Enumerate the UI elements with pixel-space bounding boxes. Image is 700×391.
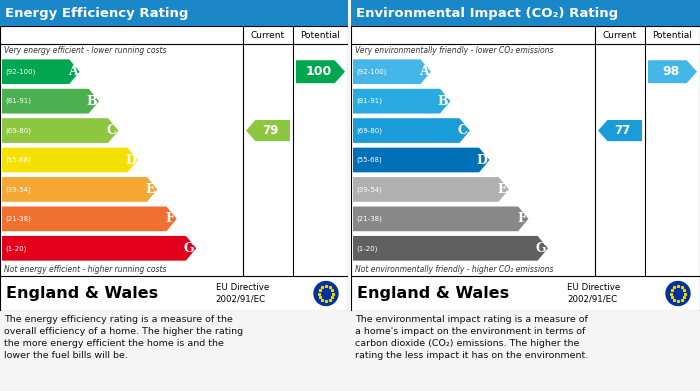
Polygon shape [648, 60, 697, 83]
Text: EU Directive
2002/91/EC: EU Directive 2002/91/EC [568, 283, 621, 304]
Text: Very environmentally friendly - lower CO₂ emissions: Very environmentally friendly - lower CO… [355, 46, 554, 55]
Text: E: E [146, 183, 155, 196]
Text: B: B [86, 95, 97, 108]
Polygon shape [2, 148, 138, 172]
Text: 79: 79 [262, 124, 279, 137]
Text: D: D [477, 154, 487, 167]
Polygon shape [296, 60, 345, 83]
Polygon shape [2, 89, 99, 113]
Polygon shape [2, 206, 177, 231]
Text: B: B [438, 95, 449, 108]
Text: 100: 100 [306, 65, 332, 78]
Text: (69-80): (69-80) [356, 127, 382, 134]
Text: Potential: Potential [300, 30, 340, 39]
Polygon shape [2, 59, 80, 84]
Text: Very energy efficient - lower running costs: Very energy efficient - lower running co… [4, 46, 167, 55]
Text: Environmental Impact (CO₂) Rating: Environmental Impact (CO₂) Rating [356, 7, 618, 20]
Polygon shape [2, 118, 118, 143]
Circle shape [314, 282, 338, 305]
Text: Potential: Potential [652, 30, 692, 39]
Text: E: E [498, 183, 507, 196]
Text: Energy Efficiency Rating: Energy Efficiency Rating [5, 7, 188, 20]
Polygon shape [2, 177, 158, 202]
Polygon shape [2, 236, 196, 261]
Text: The environmental impact rating is a measure of
a home's impact on the environme: The environmental impact rating is a mea… [355, 315, 588, 361]
Text: (1-20): (1-20) [5, 245, 27, 251]
Text: Not energy efficient - higher running costs: Not energy efficient - higher running co… [4, 265, 167, 274]
Text: (81-91): (81-91) [5, 98, 31, 104]
Polygon shape [353, 206, 528, 231]
Text: C: C [458, 124, 468, 137]
Text: The energy efficiency rating is a measure of the
overall efficiency of a home. T: The energy efficiency rating is a measur… [4, 315, 243, 361]
Polygon shape [353, 59, 430, 84]
Text: England & Wales: England & Wales [357, 286, 509, 301]
Text: (55-68): (55-68) [5, 157, 31, 163]
Polygon shape [353, 236, 548, 261]
Text: (92-100): (92-100) [356, 68, 386, 75]
Text: (39-54): (39-54) [356, 186, 382, 193]
Polygon shape [353, 118, 470, 143]
Text: (69-80): (69-80) [5, 127, 31, 134]
Text: F: F [166, 212, 175, 225]
Text: 98: 98 [662, 65, 680, 78]
Text: (21-38): (21-38) [356, 215, 382, 222]
Text: A: A [419, 65, 429, 78]
Text: Current: Current [603, 30, 637, 39]
Text: England & Wales: England & Wales [6, 286, 158, 301]
Text: (39-54): (39-54) [5, 186, 31, 193]
Polygon shape [353, 177, 509, 202]
Polygon shape [598, 120, 642, 141]
Text: G: G [183, 242, 194, 255]
Polygon shape [353, 148, 489, 172]
Text: C: C [106, 124, 116, 137]
Text: (92-100): (92-100) [5, 68, 36, 75]
Text: EU Directive
2002/91/EC: EU Directive 2002/91/EC [216, 283, 269, 304]
Circle shape [666, 282, 690, 305]
Text: A: A [68, 65, 78, 78]
Polygon shape [246, 120, 290, 141]
Text: Not environmentally friendly - higher CO₂ emissions: Not environmentally friendly - higher CO… [355, 265, 554, 274]
Polygon shape [353, 89, 450, 113]
Text: (1-20): (1-20) [356, 245, 377, 251]
Text: 77: 77 [615, 124, 631, 137]
Text: G: G [536, 242, 546, 255]
Text: Current: Current [251, 30, 285, 39]
Text: (21-38): (21-38) [5, 215, 31, 222]
Text: F: F [517, 212, 526, 225]
Text: (55-68): (55-68) [356, 157, 382, 163]
Text: D: D [125, 154, 136, 167]
Text: (81-91): (81-91) [356, 98, 382, 104]
